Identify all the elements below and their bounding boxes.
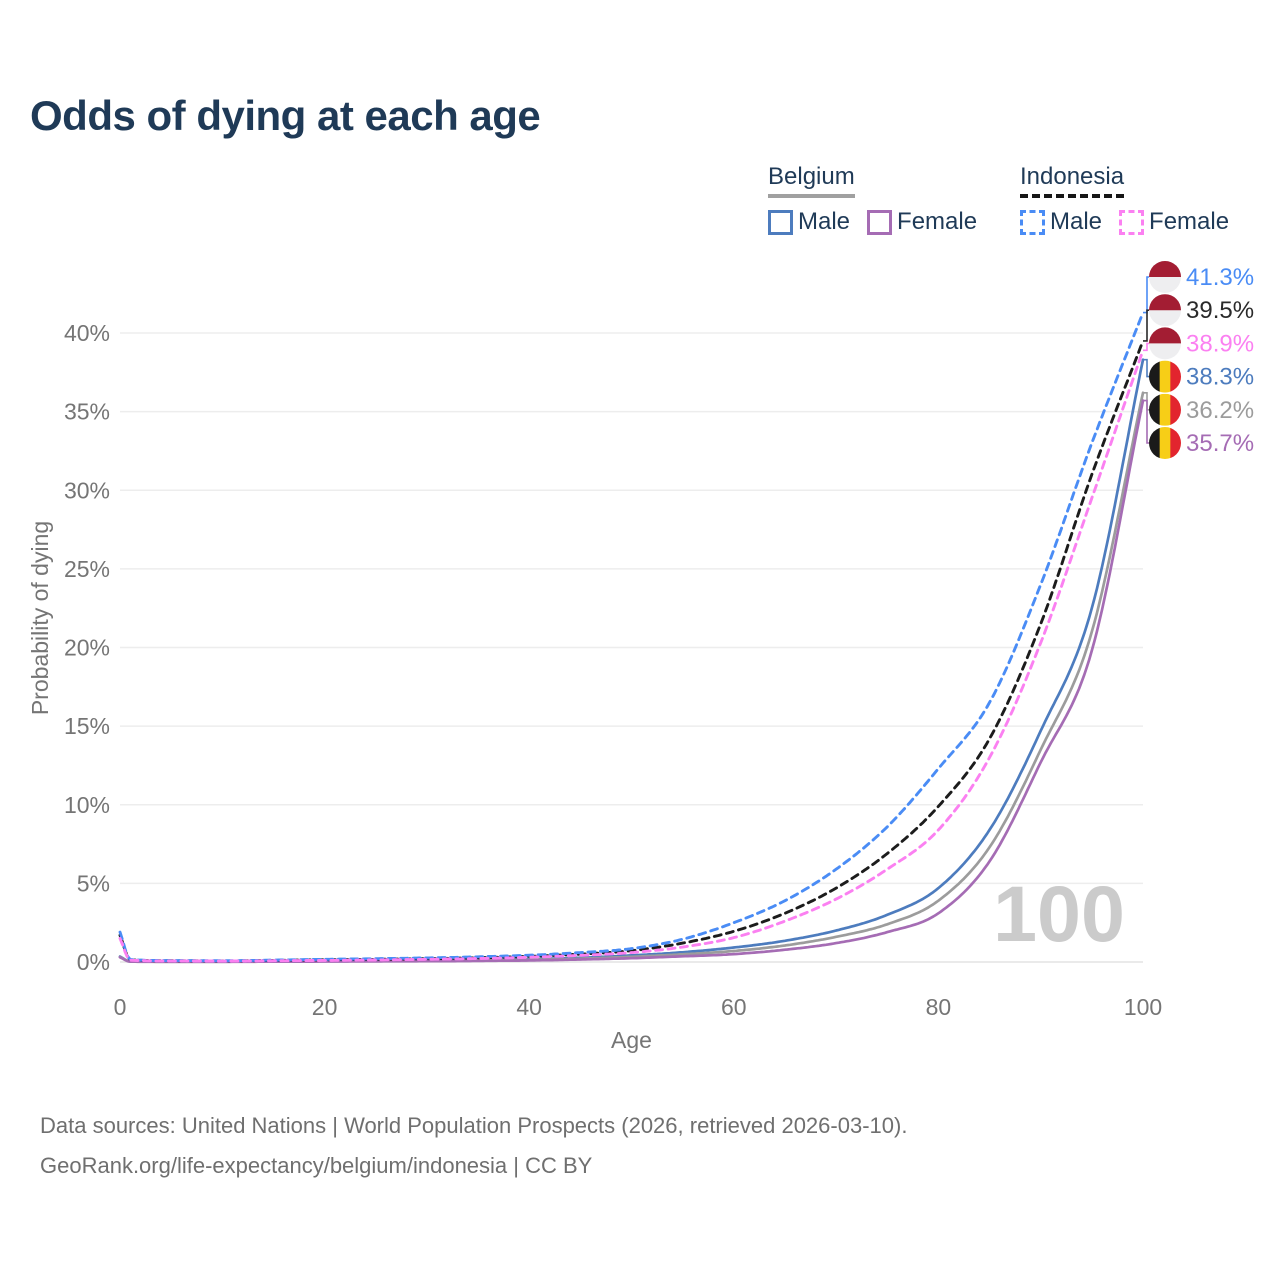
end-value-labels: 41.3% 39.5% 38.9% 38.3% 36.2% 35.7% [1143, 261, 1254, 459]
y-tick-label: 35% [64, 399, 110, 425]
legend-country-label: Indonesia [1020, 163, 1125, 198]
legend-items-row: Male Female [1020, 208, 1229, 236]
legend-group-belgium: Belgium Male Female [768, 163, 977, 236]
footer-sources: Data sources: United Nations | World Pop… [40, 1113, 908, 1138]
legend-item-indonesia-male[interactable]: Male [1020, 208, 1102, 236]
x-axis-ticks: 0 20 40 60 80 100 [114, 994, 1163, 1020]
x-tick-label: 60 [721, 994, 747, 1020]
legend-item-label: Male [798, 208, 851, 235]
legend: Belgium Male Female Indonesia Male Female [0, 0, 1280, 250]
y-tick-label: 20% [64, 635, 110, 661]
legend-checkbox-icon[interactable] [768, 209, 793, 235]
legend-checkbox-icon[interactable] [1119, 209, 1145, 235]
y-tick-label: 40% [64, 320, 110, 346]
leader-line-indonesia_male [1143, 276, 1149, 314]
series-line-belgium_male[interactable] [118, 358, 1145, 964]
end-label-value-indonesia_female: 38.9% [1186, 330, 1254, 357]
y-tick-label: 0% [77, 949, 110, 975]
y-tick-label: 10% [64, 792, 110, 818]
y-tick-label: 15% [64, 713, 110, 739]
age-hover-watermark: 100 [993, 869, 1125, 958]
y-axis-title: Probability of dying [27, 521, 53, 715]
legend-checkbox-icon[interactable] [1020, 209, 1045, 235]
belgium-flag-icon [1149, 393, 1181, 426]
legend-item-label: Female [897, 208, 978, 235]
x-tick-label: 20 [312, 994, 338, 1020]
x-tick-label: 40 [516, 994, 542, 1020]
legend-checkbox-icon[interactable] [867, 209, 893, 235]
y-axis-ticks: 0% 5% 10% 15% 20% 25% 30% 35% 40% [64, 320, 110, 975]
y-tick-label: 25% [64, 556, 110, 582]
page-title: Odds of dying at each age [30, 92, 541, 139]
mortality-line-chart[interactable]: 0% 5% 10% 15% 20% 25% 30% 35% 40% 0 20 40 60 80 100 Age… [0, 0, 1280, 1075]
legend-item-label: Female [1149, 208, 1230, 235]
footer-attribution: GeoRank.org/life-expectancy/belgium/indo… [40, 1153, 593, 1178]
x-tick-label: 100 [1124, 994, 1162, 1020]
indonesia-flag-icon [1149, 294, 1181, 327]
indonesia-flag-icon [1149, 327, 1181, 360]
legend-country-label: Belgium [768, 163, 855, 198]
y-tick-label: 30% [64, 477, 110, 503]
end-label-value-belgium_female: 35.7% [1186, 430, 1254, 457]
series-lines [118, 311, 1145, 964]
series-line-belgium_both[interactable] [118, 391, 1145, 964]
gridlines [120, 332, 1143, 963]
leader-line-indonesia_female [1143, 342, 1149, 352]
leader-line-belgium_female [1143, 399, 1149, 444]
indonesia-flag-icon [1149, 261, 1181, 293]
series-line-indonesia_male[interactable] [118, 311, 1145, 963]
legend-item-label: Male [1050, 208, 1103, 235]
belgium-flag-icon [1149, 427, 1181, 459]
legend-item-indonesia-female[interactable]: Female [1119, 208, 1229, 236]
end-label-value-indonesia_both: 39.5% [1186, 297, 1254, 324]
belgium-flag-icon [1149, 360, 1181, 393]
series-line-indonesia_female[interactable] [118, 348, 1145, 963]
y-tick-label: 5% [77, 870, 110, 896]
x-tick-label: 80 [926, 994, 952, 1020]
end-label-value-indonesia_male: 41.3% [1186, 264, 1254, 291]
legend-items-row: Male Female [768, 208, 977, 236]
series-line-indonesia_both[interactable] [118, 339, 1145, 963]
legend-group-indonesia: Indonesia Male Female [1020, 163, 1229, 236]
legend-item-belgium-male[interactable]: Male [768, 208, 850, 236]
series-line-belgium_female[interactable] [118, 399, 1145, 964]
legend-item-belgium-female[interactable]: Female [867, 208, 977, 236]
x-axis-title: Age [611, 1027, 652, 1053]
leader-line-belgium_male [1143, 358, 1149, 378]
footer: Data sources: United Nations | World Pop… [40, 1106, 907, 1186]
end-label-value-belgium_male: 38.3% [1186, 364, 1254, 391]
leader-line-indonesia_both [1143, 309, 1149, 342]
end-label-value-belgium_both: 36.2% [1186, 397, 1254, 424]
x-tick-label: 0 [114, 994, 127, 1020]
